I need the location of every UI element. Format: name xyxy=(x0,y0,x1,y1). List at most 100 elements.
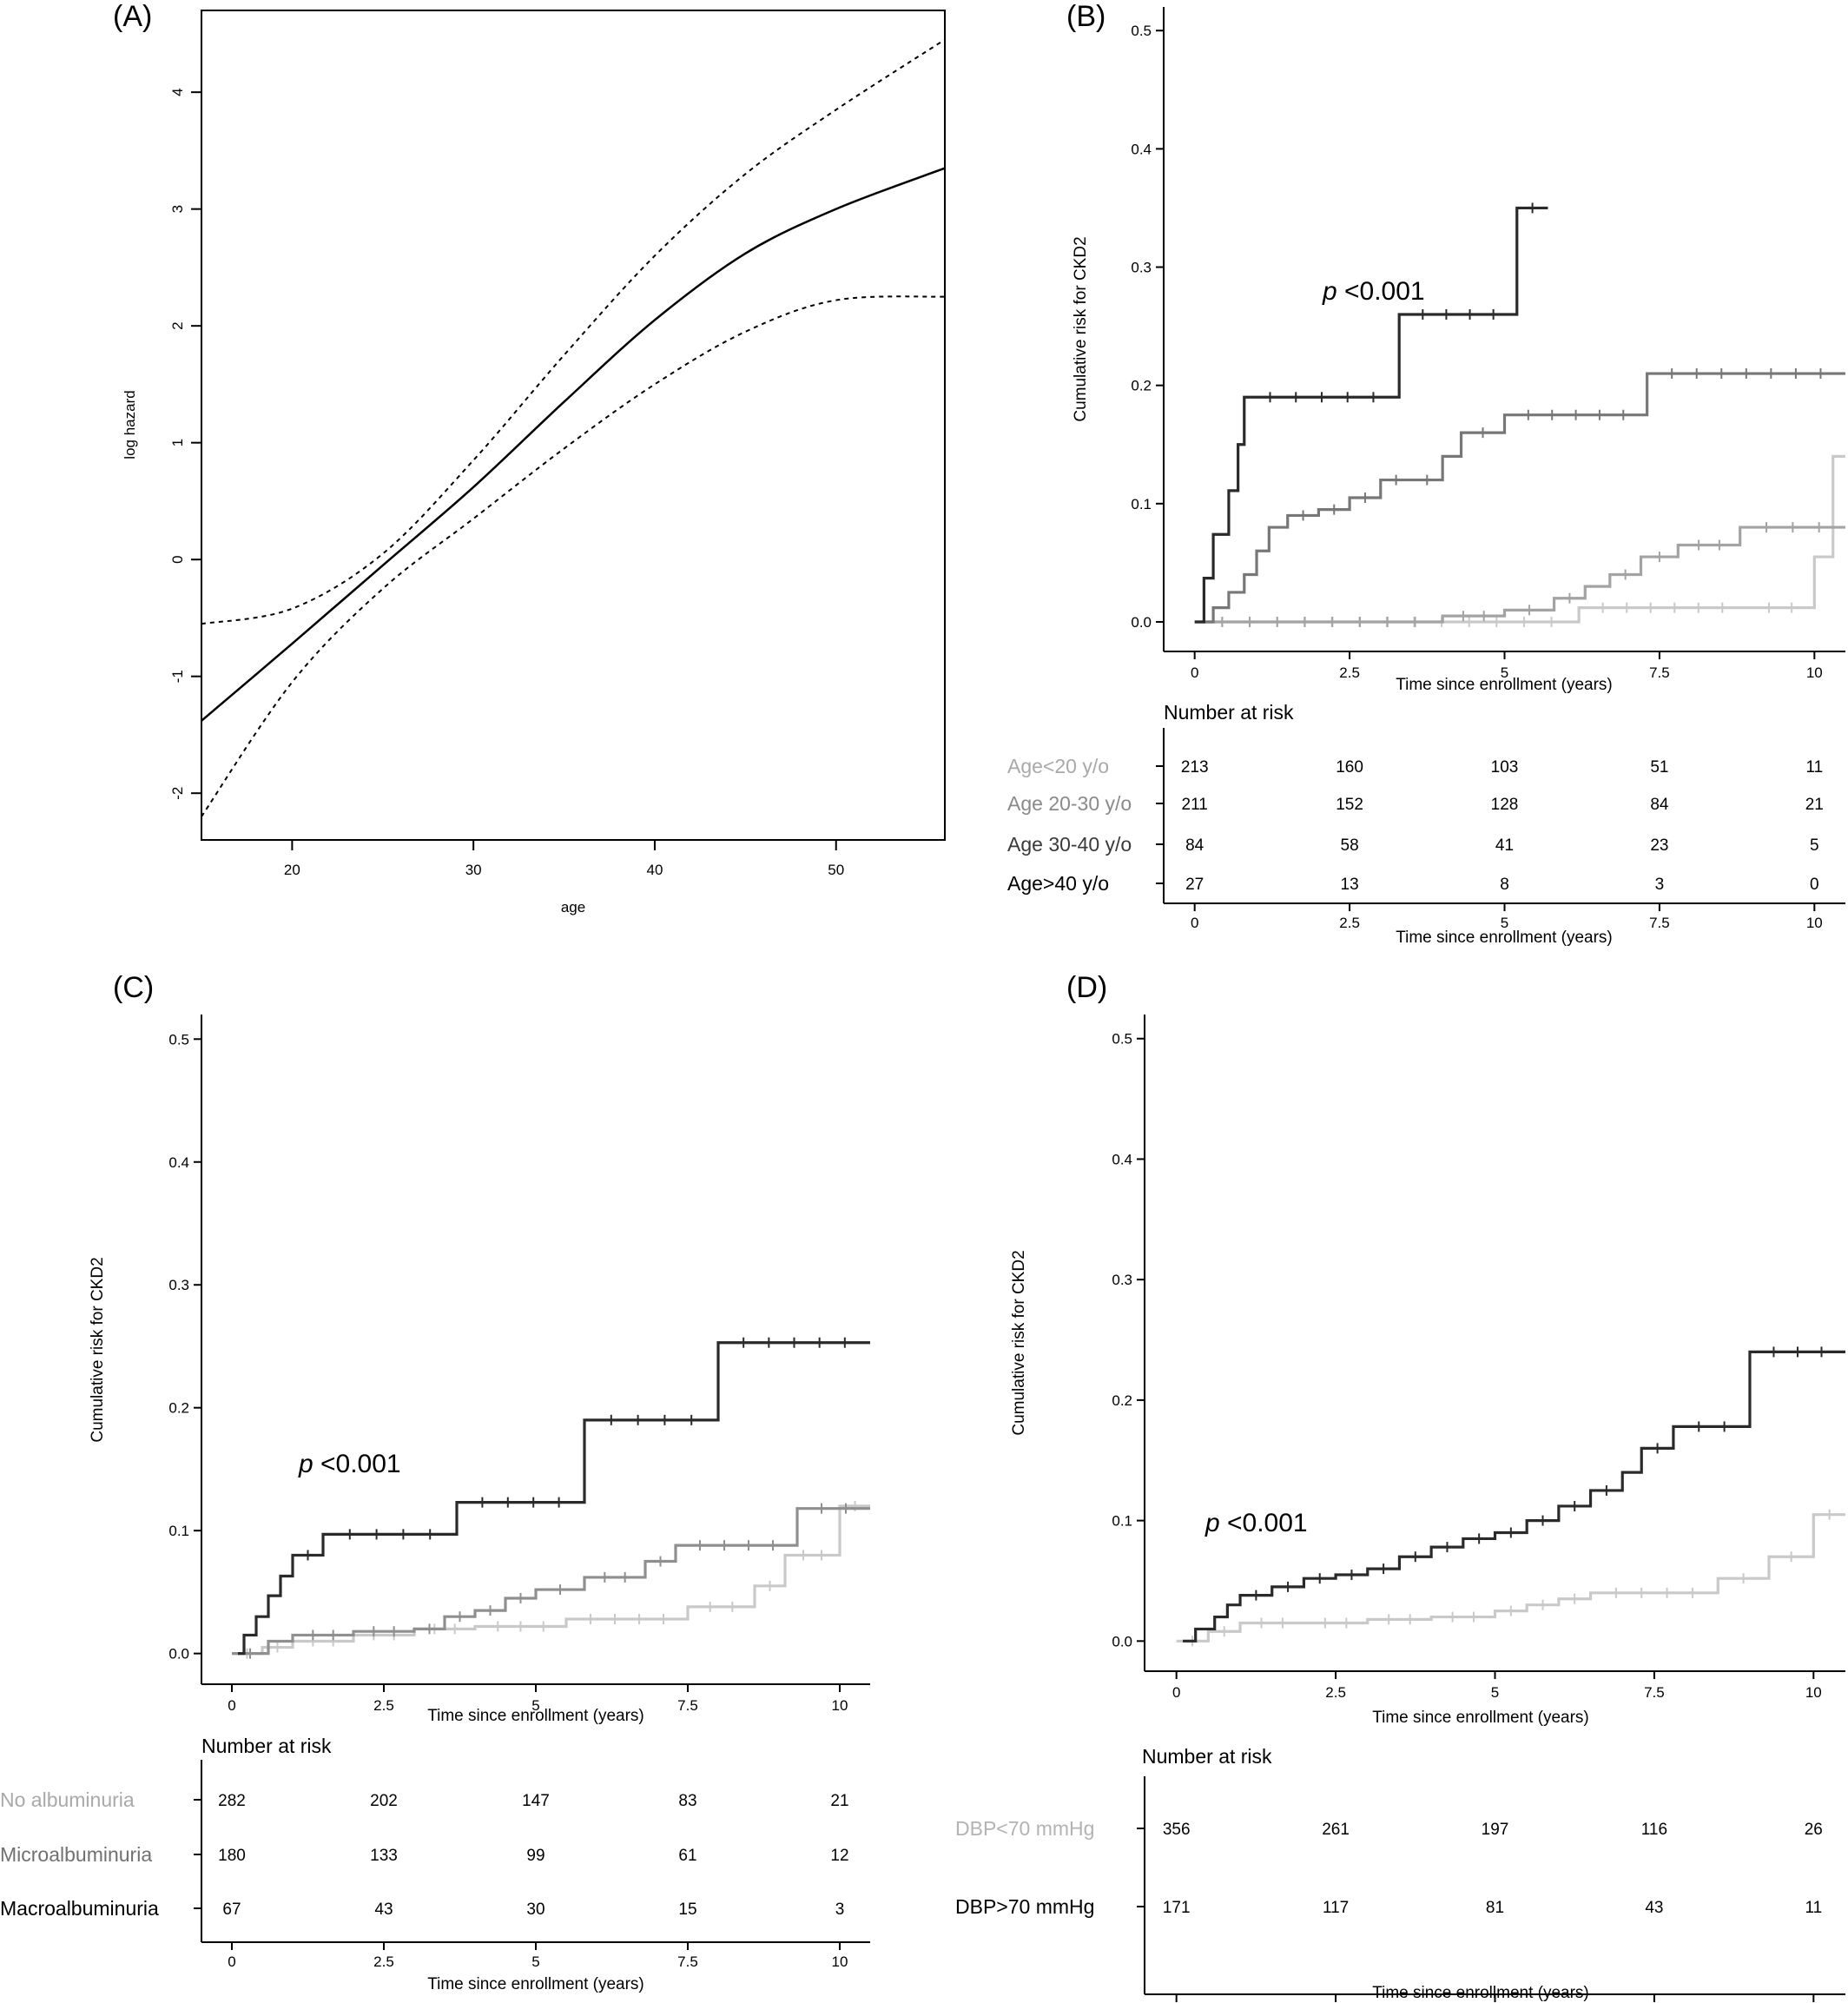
y-axis-label: log hazard xyxy=(122,390,138,459)
panel-c: (C) 0.0 0.1 0.2 0.3 0.4 0.5 0 2.5 5 7.5 10 Time sinc… xyxy=(0,971,870,1993)
risk-count: 12 xyxy=(830,1847,848,1865)
series-2 xyxy=(1200,368,1845,624)
risk-count: 58 xyxy=(1341,836,1359,855)
p-value-text: <0.001 xyxy=(1220,1509,1308,1537)
risk-count: 211 xyxy=(1182,796,1208,814)
risk-x-tick-label: 10 xyxy=(832,1953,848,1970)
p-value-annotation: p <0.001 xyxy=(1322,277,1425,306)
risk-x-tick-label: 7.5 xyxy=(677,1953,698,1970)
risk-x-tick-label: 5 xyxy=(1501,915,1508,931)
risk-x-axis-label: Time since enrollment (years) xyxy=(1372,1984,1589,2002)
y-tick-label: 0.3 xyxy=(168,1277,189,1293)
risk-row-label: No albuminuria xyxy=(0,1788,135,1811)
p-symbol: p xyxy=(298,1450,314,1478)
x-tick-label: 2.5 xyxy=(1339,664,1360,681)
risk-x-axis-label: Time since enrollment (years) xyxy=(427,1975,644,1993)
risk-count: 83 xyxy=(678,1792,696,1810)
y-axis-label: Cumulative risk for CKD2 xyxy=(89,1257,107,1442)
y-tick-label: 3 xyxy=(169,205,186,213)
risk-count: 5 xyxy=(1810,836,1819,855)
risk-x-tick-label: 0 xyxy=(228,1953,235,1970)
km-step-line xyxy=(1200,372,1845,624)
risk-table: Number at risk No albuminuria 282 202 147 83 2… xyxy=(0,1735,870,1993)
risk-x-tick-label: 10 xyxy=(1806,915,1823,931)
y-tick-label: 0.0 xyxy=(168,1646,189,1663)
y-axis-label: Cumulative risk for CKD2 xyxy=(1010,1250,1028,1435)
risk-row-label: Macroalbuminuria xyxy=(0,1897,159,1920)
risk-x-axis-label: Time since enrollment (years) xyxy=(1396,929,1613,947)
risk-count: 3 xyxy=(1655,876,1665,894)
risk-x-tick-label: 5 xyxy=(531,1953,539,1970)
risk-row-label: Microalbuminuria xyxy=(0,1843,152,1866)
risk-count: 282 xyxy=(218,1792,246,1810)
x-tick-label: 50 xyxy=(828,862,844,878)
x-tick-label: 0 xyxy=(228,1697,235,1714)
risk-count: 15 xyxy=(678,1901,696,1919)
p-value-text: <0.001 xyxy=(314,1450,401,1478)
risk-count: 26 xyxy=(1805,1821,1823,1839)
risk-count: 84 xyxy=(1185,836,1204,855)
risk-count: 103 xyxy=(1491,758,1519,777)
risk-count: 30 xyxy=(526,1901,544,1919)
p-value-annotation: p <0.001 xyxy=(298,1450,401,1478)
y-tick-label: 0.1 xyxy=(168,1523,189,1539)
confidence-band-line xyxy=(201,38,946,625)
x-tick-label: 7.5 xyxy=(677,1697,698,1714)
risk-row-label: DBP<70 mmHg xyxy=(955,1817,1094,1840)
km-step-line xyxy=(1194,526,1845,624)
risk-x-tick-label: 2.5 xyxy=(1339,915,1360,931)
risk-count: 128 xyxy=(1491,796,1519,814)
risk-count: 356 xyxy=(1163,1821,1191,1839)
km-step-line xyxy=(232,1504,870,1656)
p-symbol: p xyxy=(1204,1509,1220,1537)
risk-count: 23 xyxy=(1650,836,1668,855)
risk-count: 99 xyxy=(526,1847,544,1865)
estimate-line xyxy=(201,167,946,722)
y-tick-label: 0.0 xyxy=(1112,1633,1132,1649)
y-tick-label: 0.2 xyxy=(1131,378,1152,394)
series-0 xyxy=(1176,1509,1845,1647)
panel-d: (D) 0.0 0.1 0.2 0.3 0.4 0.5 0 2.5 5 7.5 10 Time sinc… xyxy=(955,971,1845,2002)
risk-count: 11 xyxy=(1805,758,1823,777)
risk-count: 152 xyxy=(1336,796,1363,814)
risk-table-title: Number at risk xyxy=(1164,701,1294,724)
x-tick-label: 0 xyxy=(1172,1684,1180,1701)
x-tick-label: 10 xyxy=(1806,664,1823,681)
risk-table-title: Number at risk xyxy=(201,1735,332,1757)
y-tick-label: 0.5 xyxy=(168,1031,189,1048)
risk-count: 117 xyxy=(1323,1899,1349,1917)
risk-row-label: Age<20 y/o xyxy=(1007,755,1109,777)
km-step-line xyxy=(1194,206,1548,624)
km-step-line xyxy=(1183,1350,1845,1643)
y-tick-label: 0.2 xyxy=(1112,1392,1132,1409)
x-tick-label: 7.5 xyxy=(1644,1684,1665,1701)
risk-count: 0 xyxy=(1810,876,1819,894)
panel-b: (B) 0.0 0.1 0.2 0.3 0.4 0.5 0 2.5 5 7.5 10 Time sinc… xyxy=(1007,0,1845,947)
risk-count: 43 xyxy=(374,1901,393,1919)
x-tick-label: 5 xyxy=(1491,1684,1499,1701)
x-tick-label: 2.5 xyxy=(373,1697,394,1714)
risk-count: 160 xyxy=(1336,758,1363,777)
risk-table-title: Number at risk xyxy=(1142,1745,1272,1768)
risk-count: 21 xyxy=(830,1792,848,1810)
y-tick-label: 0.4 xyxy=(1131,141,1152,157)
y-tick-label: 1 xyxy=(169,439,186,446)
y-tick-label: 0.2 xyxy=(168,1400,189,1417)
risk-count: 261 xyxy=(1322,1821,1350,1839)
risk-count: 202 xyxy=(370,1792,398,1810)
y-tick-label: 0.0 xyxy=(1131,614,1152,631)
y-tick-label: -2 xyxy=(169,787,186,800)
y-axis-label: Cumulative risk for CKD2 xyxy=(1072,236,1090,421)
y-tick-label: 0.5 xyxy=(1131,23,1152,39)
km-step-line xyxy=(238,1341,870,1656)
km-step-line xyxy=(1176,1513,1845,1643)
series-1 xyxy=(232,1503,870,1659)
km-step-line xyxy=(232,1507,870,1656)
x-tick-label: 10 xyxy=(1805,1684,1822,1701)
risk-table: Number at risk DBP<70 mmHg 356 261 197 116 26 D… xyxy=(955,1745,1845,2002)
risk-count: 43 xyxy=(1645,1899,1663,1917)
series-3 xyxy=(1194,202,1548,624)
risk-count: 13 xyxy=(1341,876,1359,894)
